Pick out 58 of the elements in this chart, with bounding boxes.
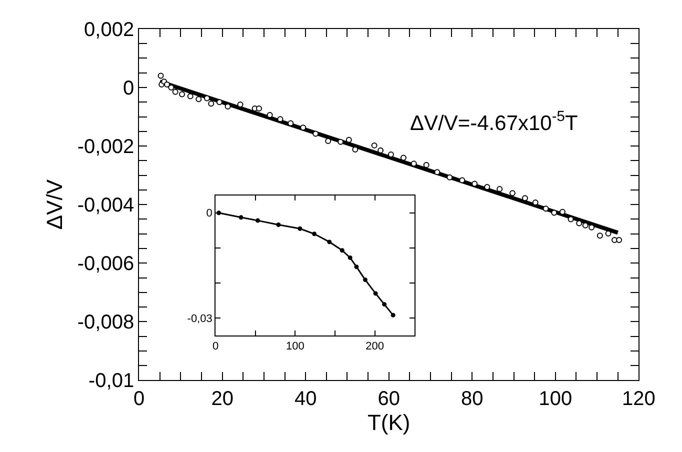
y-tick-label: -0,008 <box>77 312 134 334</box>
point <box>237 101 244 108</box>
x-tick-label: 40 <box>294 388 317 410</box>
point <box>446 174 453 180</box>
y-tick-label: -0,006 <box>77 253 134 276</box>
x-axis-title: T(K) <box>367 410 410 436</box>
y-tick-label: 0 <box>122 77 134 100</box>
y-tick-label: -0,03 <box>187 312 212 325</box>
y-tick-label: -0,002 <box>77 136 134 158</box>
point <box>298 226 302 231</box>
x-tick-label: 200 <box>366 340 384 353</box>
point <box>605 230 612 237</box>
point <box>616 237 622 243</box>
point <box>158 72 164 79</box>
point <box>354 264 359 270</box>
point <box>300 124 306 131</box>
point <box>496 186 503 192</box>
point <box>596 232 603 239</box>
point <box>216 99 222 106</box>
point <box>373 291 378 296</box>
point <box>172 88 178 95</box>
point <box>459 177 466 184</box>
point <box>256 106 262 112</box>
point <box>371 142 378 148</box>
point <box>400 154 406 161</box>
annotation: ΔV/V=-4.67x10$^{-5}$T <box>410 109 578 135</box>
point <box>325 138 332 144</box>
x-tick-label: 80 <box>461 388 484 410</box>
x-tick-label: 20 <box>211 388 234 410</box>
point <box>327 240 332 244</box>
point <box>542 206 549 212</box>
point <box>378 147 384 154</box>
x-tick-label: 100 <box>286 340 304 353</box>
point <box>256 218 260 223</box>
y-tick-label: -0,01 <box>88 370 134 392</box>
point <box>510 190 516 196</box>
point <box>179 91 185 98</box>
point <box>238 215 244 220</box>
point <box>346 136 352 143</box>
y-tick-label: 0,002 <box>84 18 134 41</box>
x-tick-label: 60 <box>378 388 400 410</box>
point <box>390 312 396 318</box>
point <box>187 93 194 100</box>
x-tick-label: 120 <box>622 388 656 410</box>
y-axis-title: ΔV/V <box>42 179 68 230</box>
point <box>208 100 214 107</box>
point <box>196 96 202 102</box>
point <box>362 278 368 282</box>
point <box>348 255 352 260</box>
point <box>204 95 210 102</box>
point <box>312 232 317 236</box>
point <box>434 169 440 176</box>
point <box>382 302 387 307</box>
x-tick-label: 100 <box>538 388 572 410</box>
point <box>276 222 281 228</box>
point <box>423 162 430 168</box>
y-tick-label: -0,004 <box>77 194 134 217</box>
point <box>340 248 344 253</box>
